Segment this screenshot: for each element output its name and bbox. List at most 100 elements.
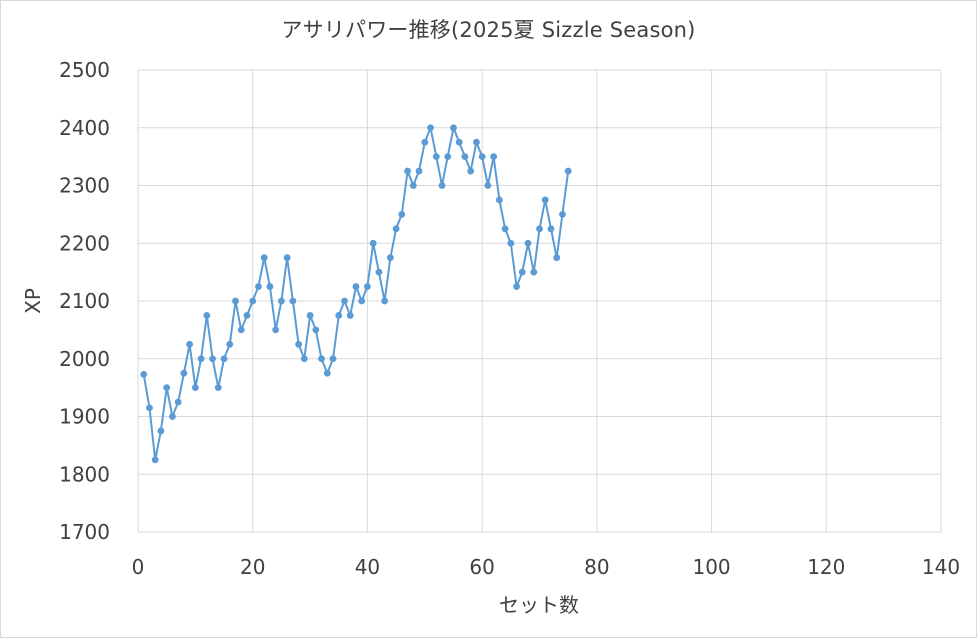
data-point (409, 182, 417, 189)
data-point (427, 124, 434, 132)
data-point (524, 239, 532, 247)
data-point (260, 254, 268, 262)
data-point (398, 210, 406, 218)
data-point (438, 182, 446, 189)
data-point (214, 384, 222, 392)
data-point (232, 297, 239, 305)
data-point (564, 167, 572, 175)
x-tick-labels: 0 20 40 60 80 100 120 140 (132, 555, 960, 579)
data-point (501, 225, 509, 233)
data-point (186, 340, 194, 348)
y-tick-label: 1700 (59, 520, 110, 544)
data-point (157, 427, 165, 435)
data-point (323, 369, 331, 377)
y-tick-label: 2200 (59, 231, 110, 255)
data-point (335, 312, 343, 319)
data-point (536, 225, 543, 233)
data-point (169, 413, 176, 420)
x-tick-label: 140 (922, 555, 960, 579)
y-tick-label: 2000 (59, 347, 110, 371)
data-point (513, 283, 520, 290)
data-point (490, 153, 498, 161)
data-point (369, 239, 377, 247)
y-tick-label: 1800 (59, 462, 110, 486)
data-point (375, 268, 383, 276)
data-point (478, 153, 486, 161)
x-tick-label: 80 (584, 555, 609, 579)
x-tick-label: 40 (355, 555, 380, 579)
data-point (283, 254, 291, 262)
data-point (226, 340, 234, 348)
data-point (191, 384, 199, 392)
grid (137, 69, 942, 533)
data-point (444, 153, 452, 161)
data-point (306, 312, 314, 319)
chart-title: アサリパワー推移(2025夏 Sizzle Season) (281, 18, 696, 42)
data-point (163, 384, 171, 392)
data-point (541, 196, 549, 204)
data-point (249, 297, 257, 305)
data-point (255, 283, 262, 290)
data-point (220, 355, 228, 363)
data-point (432, 153, 440, 161)
data-point (415, 167, 423, 175)
data-point (352, 283, 360, 290)
data-point (243, 312, 251, 319)
data-point (197, 355, 205, 363)
series-line (142, 126, 570, 461)
x-tick-label: 120 (807, 555, 845, 579)
data-point (461, 153, 469, 161)
data-point (553, 254, 561, 262)
data-point (318, 355, 325, 363)
data-point (312, 326, 320, 334)
data-point (237, 326, 245, 334)
data-point (174, 398, 182, 406)
x-tick-label: 20 (240, 555, 265, 579)
data-point (495, 196, 503, 204)
data-point (404, 167, 411, 175)
y-axis-title: XP (21, 288, 45, 314)
data-point (455, 138, 463, 146)
data-point (146, 404, 153, 412)
y-tick-label: 2400 (59, 116, 110, 140)
data-point (289, 297, 297, 305)
data-point (547, 225, 555, 233)
x-axis-title: セット数 (499, 593, 579, 617)
data-point (358, 297, 366, 305)
data-point (392, 225, 400, 233)
x-tick-label: 100 (692, 555, 730, 579)
data-point (559, 210, 566, 218)
data-point (364, 283, 371, 290)
data-point (341, 297, 348, 305)
data-point (473, 138, 480, 146)
data-point (203, 312, 211, 319)
y-tick-label: 1900 (59, 405, 110, 429)
data-point (346, 312, 354, 319)
data-point (266, 283, 274, 290)
x-tick-label: 0 (132, 555, 145, 579)
x-tick-label: 60 (469, 555, 494, 579)
y-tick-label: 2300 (59, 174, 110, 198)
data-point (295, 340, 302, 348)
data-point (386, 254, 394, 262)
series (140, 124, 572, 464)
data-point (450, 124, 457, 132)
data-point (467, 167, 475, 175)
data-point (421, 138, 429, 146)
data-point (381, 297, 389, 305)
data-point (507, 239, 515, 247)
data-point (180, 369, 188, 377)
data-point (140, 370, 148, 378)
data-point (518, 268, 526, 276)
y-tick-label: 2500 (59, 58, 110, 82)
y-tick-labels: 1700 1800 1900 2000 2100 2200 2300 2400 2500 (59, 58, 110, 544)
data-point (209, 355, 216, 363)
data-point (300, 355, 308, 363)
data-point (277, 297, 285, 305)
y-tick-label: 2100 (59, 289, 110, 313)
data-point (484, 182, 492, 189)
data-point (151, 456, 159, 464)
data-point (530, 268, 538, 276)
data-point (272, 326, 280, 334)
